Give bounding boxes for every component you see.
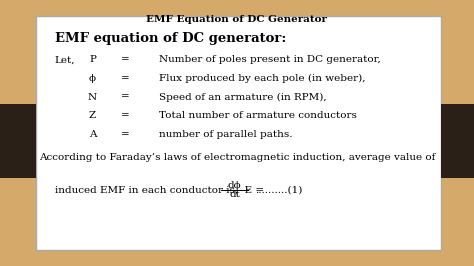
Text: induced EMF in each conductor is,  E =: induced EMF in each conductor is, E = [55,186,264,195]
Text: ϕ: ϕ [89,74,96,83]
Text: number of parallel paths.: number of parallel paths. [159,130,292,139]
Text: =: = [121,93,130,102]
Text: EMF equation of DC generator:: EMF equation of DC generator: [55,32,286,45]
Text: Let,: Let, [55,55,75,64]
Text: Total number of armature conductors: Total number of armature conductors [159,111,356,120]
Bar [0,104,36,178]
Text: Speed of an armature (in RPM),: Speed of an armature (in RPM), [159,93,327,102]
Text: P: P [89,55,96,64]
Text: =: = [121,111,130,120]
Text: According to Faraday’s laws of electromagnetic induction, average value of: According to Faraday’s laws of electroma… [39,153,435,162]
Text: EMF Equation of DC Generator: EMF Equation of DC Generator [146,15,328,24]
Text: Z: Z [89,111,96,120]
Text: Number of poles present in DC generator,: Number of poles present in DC generator, [159,55,381,64]
Text: N: N [88,93,97,102]
Text: =: = [121,74,130,83]
Text: dt: dt [229,190,240,200]
Text: =: = [121,130,130,139]
Text: dϕ: dϕ [228,181,241,190]
Text: A: A [89,130,96,139]
Text: ..........(1): ..........(1) [255,186,302,195]
Text: Flux produced by each pole (in weber),: Flux produced by each pole (in weber), [159,74,365,83]
Bar [441,104,474,178]
FancyBboxPatch shape [36,16,441,250]
Text: =: = [121,55,130,64]
